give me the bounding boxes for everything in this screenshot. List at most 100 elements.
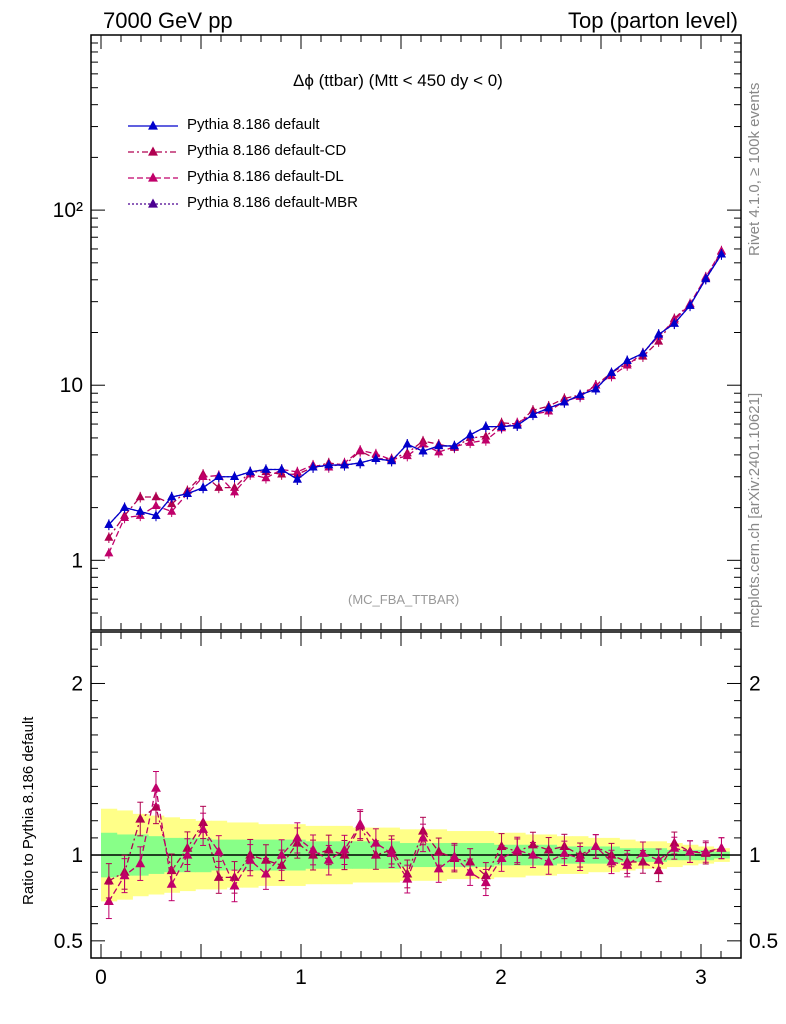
series-line xyxy=(108,250,723,554)
data-point xyxy=(308,462,318,471)
data-point xyxy=(355,457,365,467)
ratio-data-point xyxy=(512,844,523,854)
ratio-y-tick-label-right: 2 xyxy=(749,672,761,695)
ratio-data-point xyxy=(276,849,287,859)
data-point xyxy=(465,429,475,439)
ratio-data-point xyxy=(103,875,114,885)
data-point xyxy=(167,491,177,501)
y-tick-label: 10 xyxy=(60,374,83,397)
ratio-y-tick-label-right: 1 xyxy=(749,844,761,867)
ratio-y-tick-label-right: 0.5 xyxy=(749,930,778,953)
data-point xyxy=(481,421,491,430)
data-point xyxy=(528,409,538,418)
data-point xyxy=(324,460,334,469)
data-point xyxy=(402,450,412,460)
data-point xyxy=(151,510,161,519)
data-point xyxy=(716,249,726,258)
ratio-data-point xyxy=(308,844,319,854)
data-point xyxy=(544,403,554,412)
ratio-data-point xyxy=(433,863,444,873)
ratio-y-tick-label-left: 2 xyxy=(71,672,83,695)
main-panel-axes: 1 10 10² xyxy=(53,35,742,631)
ratio-data-point xyxy=(103,895,114,905)
ratio-data-point xyxy=(135,858,146,868)
ratio-data-point xyxy=(543,844,554,854)
data-point xyxy=(104,532,114,541)
header-left: 7000 GeV pp xyxy=(103,8,233,33)
data-point xyxy=(701,273,711,283)
data-point xyxy=(151,491,161,501)
data-point xyxy=(418,439,428,448)
legend-marker xyxy=(148,120,158,130)
ratio-data-point xyxy=(700,846,711,856)
series-cd xyxy=(104,246,726,544)
ratio-panel-frame xyxy=(90,631,742,959)
data-point xyxy=(512,420,522,429)
chart-title: Δϕ (ttbar) (Mtt < 450 dy < 0) xyxy=(293,71,503,90)
ratio-data-point xyxy=(182,849,193,859)
ratio-data-point xyxy=(229,880,240,890)
legend-label-cd: Pythia 8.186 default-CD xyxy=(187,142,347,159)
ratio-series-dl xyxy=(103,770,727,920)
ratio-data-point xyxy=(716,842,727,852)
data-point xyxy=(371,453,381,463)
ratio-data-point xyxy=(135,813,146,823)
main-panel-series xyxy=(104,245,726,559)
ratio-line xyxy=(108,788,722,902)
data-point xyxy=(135,506,145,515)
data-point xyxy=(528,405,538,414)
data-point xyxy=(214,482,224,491)
analysis-watermark: (MC_FBA_TTBAR) xyxy=(348,592,460,607)
data-point xyxy=(198,471,208,481)
legend-markers xyxy=(128,120,178,208)
ratio-data-point xyxy=(528,849,538,859)
data-point xyxy=(449,440,459,450)
ratio-data-point xyxy=(637,847,648,857)
ratio-data-point xyxy=(198,823,209,833)
legend-label-default: Pythia 8.186 default xyxy=(187,116,320,133)
data-point xyxy=(418,446,428,455)
data-point xyxy=(654,329,664,338)
ratio-line xyxy=(108,805,722,882)
data-point xyxy=(167,498,177,508)
y-tick-label: 1 xyxy=(71,549,83,572)
data-point xyxy=(198,482,208,491)
y-tick-label: 10² xyxy=(53,199,83,222)
ratio-data-point xyxy=(370,837,381,847)
data-point xyxy=(230,487,240,496)
ratio-data-point xyxy=(606,856,617,866)
legend-marker xyxy=(148,146,158,156)
ratio-data-point xyxy=(590,840,601,851)
data-point xyxy=(151,500,161,509)
ratio-y-axis-label: Ratio to Pythia 8.186 default xyxy=(20,716,37,905)
data-point xyxy=(497,421,507,430)
ratio-data-point xyxy=(119,870,130,880)
ratio-data-point xyxy=(480,877,491,887)
data-point xyxy=(591,384,601,393)
data-point xyxy=(339,460,349,469)
data-point xyxy=(120,502,130,511)
data-point xyxy=(104,548,114,557)
ratio-data-point xyxy=(213,871,224,881)
ratio-data-point xyxy=(433,846,444,856)
series-dl xyxy=(104,245,726,559)
ratio-data-point xyxy=(669,842,680,852)
x-tick-label: 1 xyxy=(295,966,307,989)
data-point xyxy=(465,437,475,446)
data-point xyxy=(104,519,114,528)
series-line xyxy=(108,253,723,526)
data-point xyxy=(434,440,444,450)
data-point xyxy=(135,491,145,501)
data-point xyxy=(481,435,491,444)
ratio-data-point xyxy=(213,846,224,856)
data-point xyxy=(387,455,397,465)
data-point xyxy=(261,473,271,482)
data-point xyxy=(355,445,365,454)
data-point xyxy=(292,466,302,476)
mcplots-label: mcplots.cern.ch [arXiv:2401.10621] xyxy=(746,392,763,628)
data-point xyxy=(292,474,302,483)
ratio-data-point xyxy=(543,856,554,866)
ratio-data-point xyxy=(418,832,428,842)
data-point xyxy=(685,300,695,309)
x-tick-label: 0 xyxy=(95,966,107,989)
